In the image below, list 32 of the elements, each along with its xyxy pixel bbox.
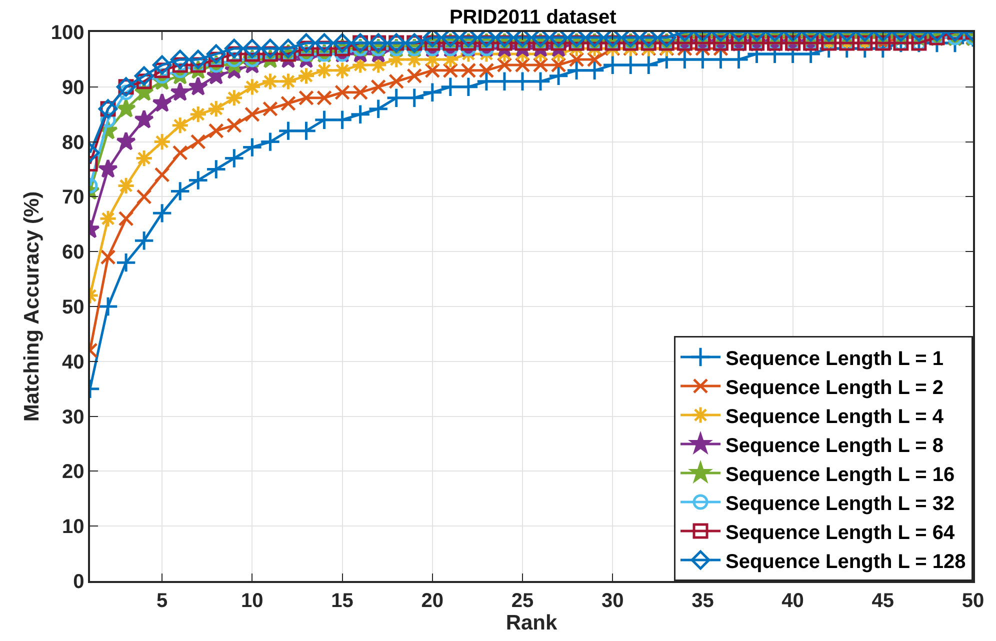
legend-label: Sequence Length L = 64	[726, 522, 956, 544]
x-tick-label: 50	[962, 590, 984, 612]
y-tick-label: 100	[50, 22, 84, 44]
legend-label: Sequence Length L = 128	[726, 550, 966, 573]
chart-title: PRID2011 dataset	[449, 6, 617, 29]
y-tick-label: 30	[62, 406, 84, 428]
y-tick-label: 0	[73, 571, 84, 593]
y-tick-label: 60	[62, 242, 84, 264]
y-tick-label: 70	[62, 186, 84, 209]
legend-label: Sequence Length L = 32	[726, 492, 955, 515]
x-tick-label: 45	[872, 590, 894, 612]
x-axis-title: Rank	[506, 612, 558, 635]
x-tick-label: 20	[421, 590, 444, 612]
x-tick-label: 30	[601, 590, 624, 612]
legend-label: Sequence Length L = 8	[726, 434, 944, 457]
y-tick-label: 40	[62, 351, 84, 374]
y-tick-label: 10	[62, 516, 84, 538]
legend-label: Sequence Length L = 1	[726, 348, 944, 370]
x-tick-label: 5	[156, 590, 168, 612]
y-tick-label: 90	[62, 76, 84, 99]
x-tick-label: 15	[331, 590, 354, 612]
legend-label: Sequence Length L = 2	[726, 376, 944, 399]
y-axis-title: Matching Accuracy (%)	[20, 191, 44, 422]
x-tick-label: 35	[692, 590, 714, 612]
legend-label: Sequence Length L = 16	[726, 464, 955, 486]
x-tick-label: 40	[782, 590, 804, 612]
legend-label: Sequence Length L = 4	[726, 406, 944, 428]
x-tick-label: 25	[511, 590, 534, 612]
y-tick-label: 80	[62, 132, 84, 154]
y-tick-label: 20	[62, 461, 84, 484]
x-tick-label: 10	[241, 590, 264, 612]
y-tick-label: 50	[62, 296, 84, 318]
